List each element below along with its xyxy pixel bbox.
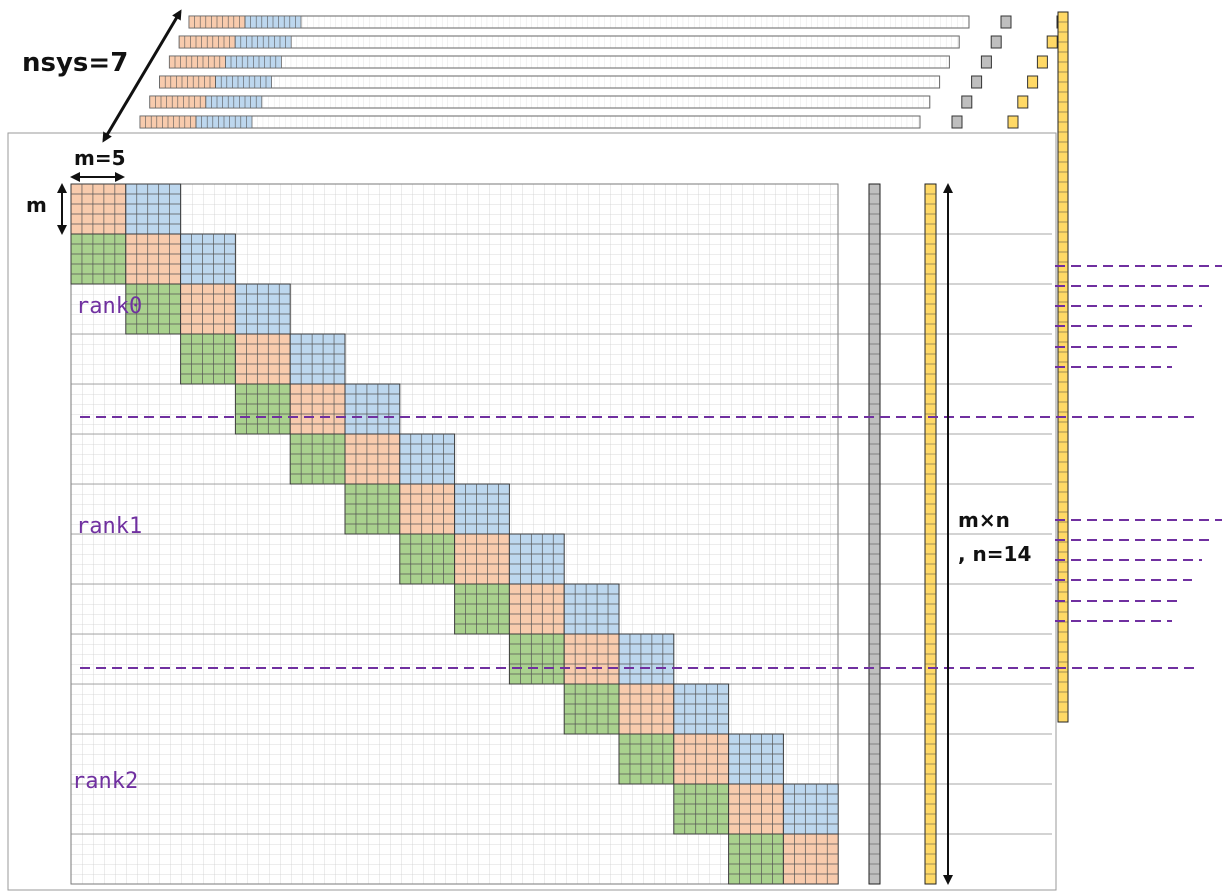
lower-block <box>70 233 127 285</box>
lower-block <box>508 633 565 685</box>
front-vectors <box>868 183 937 885</box>
diagonal-block <box>289 383 346 435</box>
stacked-rhs-cap <box>961 95 973 109</box>
upper-block <box>618 633 675 685</box>
stacked-system-6 <box>139 115 921 129</box>
lower-block <box>125 283 182 335</box>
upper-block <box>344 383 401 435</box>
upper-block <box>180 233 236 285</box>
solution-vector <box>924 183 937 885</box>
upper-block <box>125 183 182 235</box>
rhs-vector <box>868 183 881 885</box>
diagonal-block <box>673 733 730 785</box>
lower-block <box>454 583 510 635</box>
diagonal-block <box>454 533 510 585</box>
lower-block <box>234 383 291 435</box>
diagonal-block <box>782 833 839 885</box>
diagonal-block <box>618 683 675 735</box>
stacked-system-2 <box>178 35 960 49</box>
matrix-blocks <box>70 183 839 885</box>
stacked-vectors <box>951 15 1068 129</box>
lower-block <box>563 683 620 735</box>
total-size-label-n: , n=14 <box>958 542 1031 566</box>
lower-block <box>728 833 784 885</box>
diagonal-block <box>125 233 182 285</box>
rank0-label: rank0 <box>76 294 142 319</box>
rank1-label: rank1 <box>76 514 142 539</box>
rank-partition-lines <box>80 265 1222 669</box>
diagonal-block <box>728 783 784 835</box>
diagonal-block <box>563 633 620 685</box>
stacked-system-5 <box>149 95 931 109</box>
stacked-solution-cap <box>1007 115 1019 129</box>
upper-block <box>728 733 784 785</box>
upper-block <box>234 283 291 335</box>
upper-block <box>782 783 839 835</box>
diagonal-block <box>399 483 456 535</box>
stacked-solution-cap <box>1036 55 1048 69</box>
diagonal-block <box>180 283 236 335</box>
upper-block <box>289 333 346 385</box>
total-size-label: m×n <box>958 508 1010 532</box>
nsys-label: nsys=7 <box>22 48 128 78</box>
diagonal-block <box>70 183 127 235</box>
lower-block <box>344 483 401 535</box>
lower-block <box>289 433 346 485</box>
diagonal-block <box>508 583 565 635</box>
stacked-rhs-cap <box>951 115 963 129</box>
nsys-arrow <box>102 9 182 143</box>
stacked-solution-cap <box>1027 75 1039 89</box>
lower-block <box>180 333 236 385</box>
lower-block <box>618 733 675 785</box>
stacked-rhs-cap <box>1000 15 1012 29</box>
diagonal-block <box>344 433 401 485</box>
upper-block <box>454 483 510 535</box>
stacked-rhs-cap <box>990 35 1002 49</box>
stacked-system-4 <box>159 75 941 89</box>
stacked-solution-cap <box>1046 35 1058 49</box>
rank2-label: rank2 <box>72 769 138 794</box>
upper-block <box>508 533 565 585</box>
stacked-solution-cap <box>1017 95 1029 109</box>
stacked-rhs-cap <box>980 55 992 69</box>
lower-block <box>399 533 456 585</box>
lower-block <box>673 783 730 835</box>
stacked-rhs-cap <box>971 75 983 89</box>
stacked-system-1 <box>188 15 970 29</box>
upper-block <box>673 683 730 735</box>
upper-block <box>563 583 620 635</box>
m-width-label: m=5 <box>74 146 126 170</box>
stacked-system-3 <box>168 55 950 69</box>
upper-block <box>399 433 456 485</box>
diagonal-block <box>234 333 291 385</box>
stacked-systems <box>139 15 970 129</box>
m-height-label: m <box>26 193 47 217</box>
